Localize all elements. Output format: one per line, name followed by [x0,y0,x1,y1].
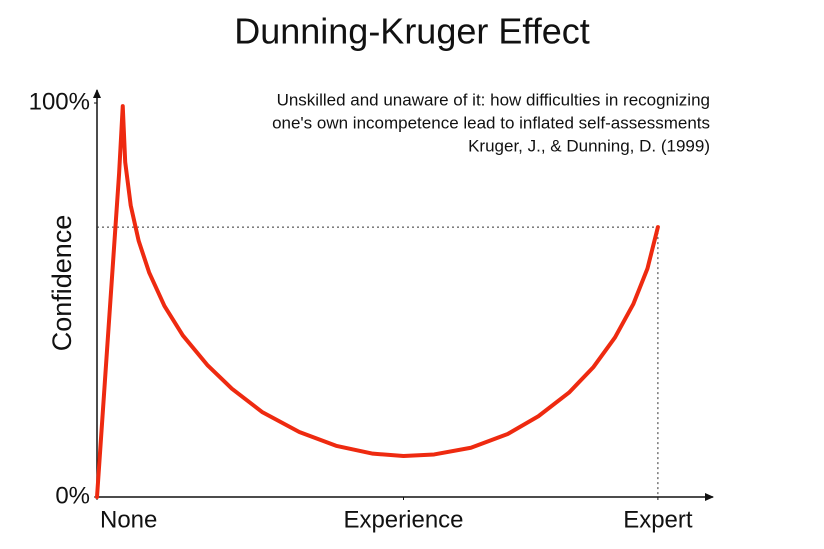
y-tick-label: 100% [29,88,90,115]
x-tick-label: None [100,506,157,533]
curve [95,104,660,499]
chart-title: Dunning-Kruger Effect [234,11,590,52]
x-tick-label: Expert [623,506,693,533]
y-tick-label: 0% [55,482,90,509]
y-axis-label: Confidence [47,215,77,352]
x-tick-label: Experience [343,506,463,533]
subtitle: Kruger, J., & Dunning, D. (1999) [468,136,710,155]
subtitle: Unskilled and unaware of it: how difficu… [277,90,710,109]
subtitle: one's own incompetence lead to inflated … [272,113,710,132]
